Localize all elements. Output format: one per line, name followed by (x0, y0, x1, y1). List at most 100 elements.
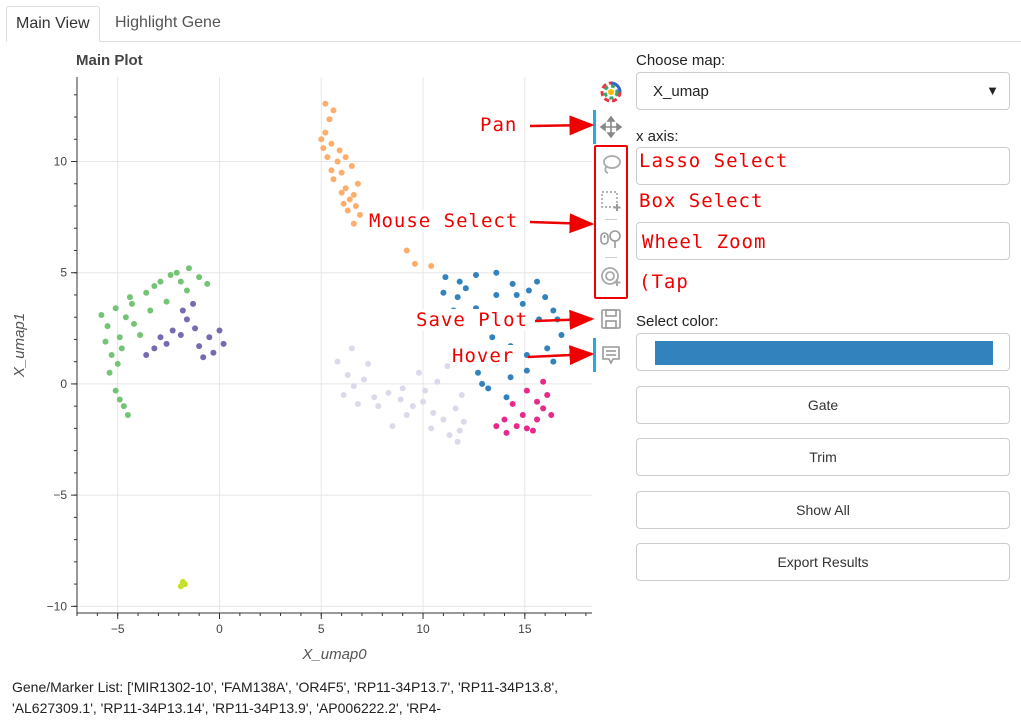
data-point (550, 358, 557, 365)
data-point (403, 412, 410, 419)
data-point (350, 191, 357, 198)
data-point (143, 289, 150, 296)
data-point (513, 291, 520, 298)
bokeh-logo-icon[interactable] (599, 80, 623, 104)
tap-annotation: (Tap (637, 271, 691, 293)
box-select-annotation: Box Select (637, 190, 766, 212)
y-tick-label: 0 (60, 377, 67, 391)
data-point (420, 398, 427, 405)
data-point (328, 140, 335, 147)
data-point (118, 345, 125, 352)
x-tick-label: −5 (111, 622, 125, 636)
data-point (98, 311, 105, 318)
data-point (513, 423, 520, 430)
data-point (375, 403, 382, 410)
data-point (322, 129, 329, 136)
data-point (220, 340, 227, 347)
tab-main-view[interactable]: Main View (6, 6, 100, 42)
mouse-select-annotation: Mouse Select (367, 210, 521, 232)
save-plot-annotation: Save Plot (414, 309, 530, 331)
data-point (542, 294, 549, 301)
box-select-icon[interactable] (599, 189, 623, 213)
x-tick-label: 0 (216, 622, 223, 636)
data-point (151, 345, 158, 352)
pan-icon[interactable] (599, 115, 623, 139)
color-picker[interactable] (636, 333, 1010, 371)
data-point (128, 300, 135, 307)
data-point (354, 400, 361, 407)
data-point (206, 334, 213, 341)
data-point (493, 423, 500, 430)
data-point (216, 327, 223, 334)
data-point (456, 278, 463, 285)
data-point (534, 416, 541, 423)
data-point (173, 269, 180, 276)
gate-button[interactable]: Gate (636, 386, 1010, 424)
data-point (525, 287, 532, 294)
lasso-select-icon[interactable] (599, 152, 623, 176)
data-point (503, 394, 510, 401)
data-point (169, 327, 176, 334)
data-point (534, 278, 541, 285)
data-point (183, 287, 190, 294)
data-point (348, 162, 355, 169)
data-point (519, 412, 526, 419)
plot-toolbar (593, 74, 627, 374)
tap-paren: ( (639, 271, 652, 293)
data-point (479, 380, 486, 387)
data-point (428, 425, 435, 432)
toolbar-separator (605, 257, 617, 258)
trim-button[interactable]: Trim (636, 438, 1010, 476)
save-icon[interactable] (599, 307, 623, 331)
data-point (344, 207, 351, 214)
data-point (503, 429, 510, 436)
data-point (112, 387, 119, 394)
data-point (116, 334, 123, 341)
wheel-zoom-icon[interactable] (599, 226, 623, 250)
data-point (434, 378, 441, 385)
tab-bar: Main View Highlight Gene (6, 6, 1021, 42)
data-point (338, 189, 345, 196)
data-point (163, 298, 170, 305)
color-swatch (655, 341, 993, 365)
hover-icon[interactable] (599, 343, 623, 367)
data-point (403, 247, 410, 254)
data-point (326, 116, 333, 123)
data-point (446, 432, 453, 439)
tab-highlight-gene[interactable]: Highlight Gene (115, 14, 221, 31)
x-axis-label: x axis: (636, 128, 679, 145)
data-point (523, 367, 530, 374)
x-tick-label: 10 (416, 622, 430, 636)
hover-active-indicator (593, 338, 596, 372)
data-point (452, 405, 459, 412)
show-all-button[interactable]: Show All (636, 491, 1010, 529)
data-point (415, 369, 422, 376)
map-select[interactable]: X_umap ▼ (636, 72, 1010, 110)
data-point (320, 145, 327, 152)
data-point (126, 294, 133, 301)
data-point (116, 396, 123, 403)
data-point (523, 387, 530, 394)
data-point (442, 274, 449, 281)
data-point (456, 427, 463, 434)
data-point (210, 349, 217, 356)
data-point (122, 314, 129, 321)
data-point (350, 220, 357, 227)
save-plot-arrow (534, 309, 595, 330)
data-point (192, 325, 199, 332)
data-point (397, 396, 404, 403)
data-point (440, 416, 447, 423)
data-point (137, 331, 144, 338)
chevron-down-icon: ▼ (986, 83, 999, 98)
pan-annotation: Pan (480, 114, 518, 136)
data-point (489, 334, 496, 341)
export-results-button[interactable]: Export Results (636, 543, 1010, 581)
data-point (108, 352, 115, 359)
data-point (342, 154, 349, 161)
tap-icon[interactable] (599, 264, 623, 288)
y-axis-select[interactable] (636, 222, 1010, 260)
y-tick-label: −10 (47, 599, 68, 613)
data-point (544, 345, 551, 352)
data-point (548, 412, 555, 419)
